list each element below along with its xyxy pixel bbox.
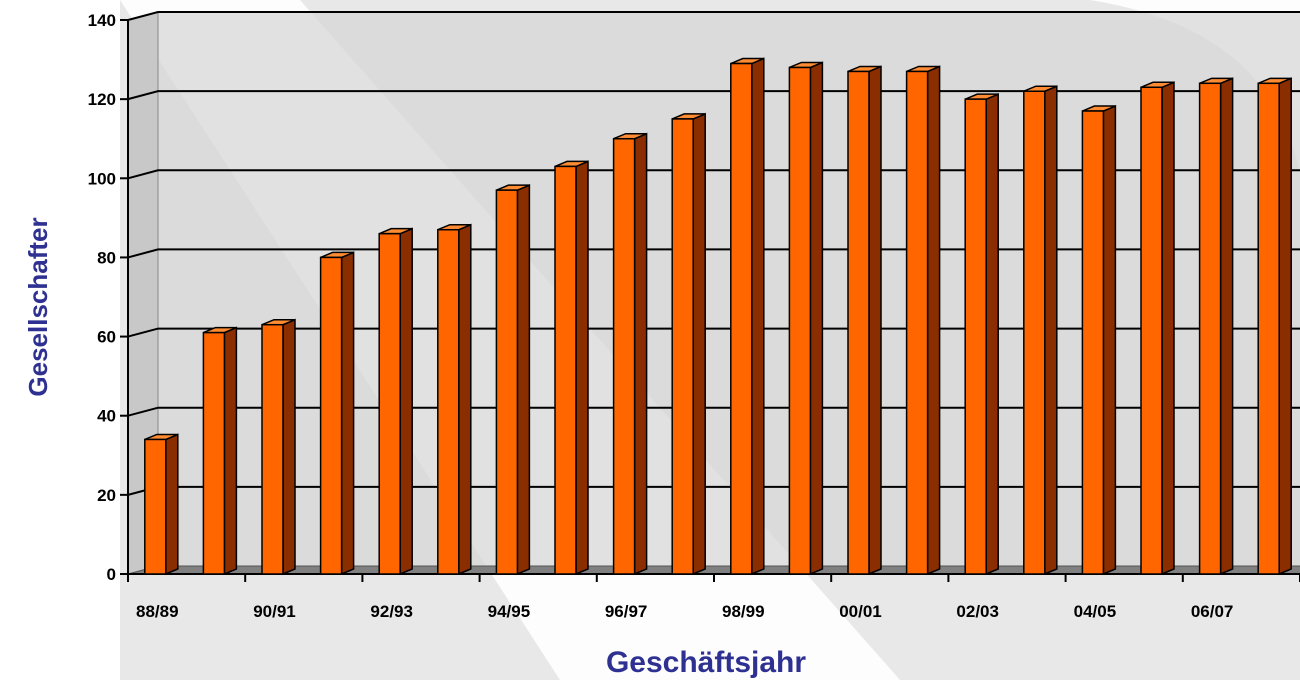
bar-front <box>202 331 226 575</box>
x-tick-label: 88/89 <box>136 602 179 621</box>
bar-side <box>926 65 941 576</box>
bar-front <box>495 189 519 575</box>
bar-89/90 <box>202 326 238 576</box>
y-tick-label: 0 <box>107 565 116 584</box>
bar-front <box>788 66 812 575</box>
bar-front <box>1198 82 1222 575</box>
bar-02/03 <box>964 93 999 576</box>
bar-92/93 <box>378 227 413 576</box>
bar-front <box>847 70 870 575</box>
y-tick-label: 80 <box>97 248 116 267</box>
gridline <box>127 11 1300 21</box>
bar-side <box>985 93 999 576</box>
y-tick-label: 60 <box>97 328 116 347</box>
bar-91/92 <box>319 251 355 576</box>
x-tick-label: 92/93 <box>370 602 413 621</box>
bar-side <box>692 112 706 576</box>
bar-99/00 <box>788 61 824 576</box>
bar-side <box>1044 85 1058 576</box>
bar-side <box>1278 77 1292 576</box>
x-tick-label: 04/05 <box>1074 602 1117 621</box>
bar-side <box>751 57 765 576</box>
bar-07/08 <box>1257 77 1292 576</box>
bar-front <box>319 256 343 575</box>
bar-03/04 <box>1023 85 1058 576</box>
bar-front <box>554 165 577 575</box>
x-tick-label: 02/03 <box>956 602 999 621</box>
x-tick-label: 98/99 <box>722 602 765 621</box>
bar-front <box>1081 110 1105 575</box>
bar-front <box>905 70 929 575</box>
bar-01/02 <box>905 65 941 576</box>
bar-06/07 <box>1198 77 1234 576</box>
bar-side <box>516 184 531 576</box>
bar-front <box>1023 90 1046 575</box>
x-axis-title: Geschäftsjahr <box>606 646 806 679</box>
bar-95/96 <box>554 160 589 576</box>
bar-04/05 <box>1081 104 1117 576</box>
y-tick-label: 100 <box>88 169 116 188</box>
bar-96/97 <box>612 132 648 576</box>
bar-side <box>809 61 824 576</box>
y-tick-label: 20 <box>97 486 116 505</box>
bar-98/99 <box>730 57 765 576</box>
bar-front <box>671 118 694 575</box>
left-margin <box>0 0 120 680</box>
x-tick-label: 00/01 <box>839 602 882 621</box>
bar-side <box>282 318 296 576</box>
bar-94/95 <box>495 184 531 576</box>
bar-side <box>575 160 589 576</box>
bar-side <box>458 223 472 576</box>
bar-88/89 <box>144 433 179 576</box>
y-tick-label: 140 <box>88 11 116 30</box>
bar-front <box>612 137 636 575</box>
bar-front <box>378 232 401 575</box>
bar-00/01 <box>847 65 882 576</box>
bar-05/06 <box>1140 81 1175 576</box>
bar-side <box>340 251 355 576</box>
bar-front <box>730 62 753 575</box>
bar-side <box>868 65 882 576</box>
bar-93/94 <box>437 223 472 576</box>
bar-side <box>1161 81 1175 576</box>
x-tick-label: 96/97 <box>605 602 648 621</box>
bar-side <box>1219 77 1234 576</box>
bar-side <box>399 227 413 576</box>
chart-floor <box>127 565 1300 575</box>
bar-front <box>437 228 460 575</box>
x-tick-label: 06/07 <box>1191 602 1234 621</box>
x-tick-label: 90/91 <box>253 602 296 621</box>
bar-90/91 <box>261 318 296 576</box>
y-tick-label: 40 <box>97 407 116 426</box>
bar-front <box>144 438 167 575</box>
x-tick-label: 94/95 <box>488 602 531 621</box>
y-tick-label: 120 <box>88 90 116 109</box>
bar-side <box>1102 104 1117 576</box>
y-axis-title: Gesellschafter <box>23 217 53 396</box>
bar-side <box>223 326 238 576</box>
bar-97/98 <box>671 112 706 576</box>
bar-side <box>165 433 179 576</box>
bar-front <box>1140 86 1163 575</box>
bar-front <box>964 98 987 575</box>
bar-front <box>261 323 284 575</box>
bar-side <box>633 132 648 576</box>
bar-front <box>1257 82 1280 575</box>
